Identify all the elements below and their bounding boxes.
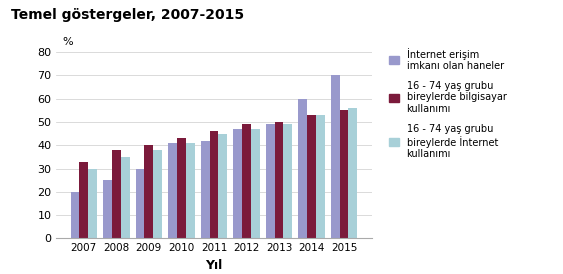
Legend: İnternet erişim
imkanı olan haneler, 16 - 74 yaş grubu
bireylerde bilgisayar
kul: İnternet erişim imkanı olan haneler, 16 … <box>389 48 507 159</box>
Bar <box>251 129 260 238</box>
Bar <box>112 150 120 238</box>
Bar <box>79 162 88 238</box>
Bar <box>218 133 227 238</box>
Bar <box>275 122 283 238</box>
Bar <box>201 141 209 238</box>
Bar <box>298 99 307 238</box>
Bar <box>266 124 275 238</box>
Bar <box>103 180 112 238</box>
Bar <box>145 145 153 238</box>
Bar <box>339 110 348 238</box>
Bar <box>283 124 292 238</box>
Bar <box>348 108 358 238</box>
Bar <box>120 157 129 238</box>
Bar <box>153 150 162 238</box>
Bar <box>209 131 218 238</box>
Bar <box>168 143 177 238</box>
Bar <box>242 124 251 238</box>
Text: Temel göstergeler, 2007-2015: Temel göstergeler, 2007-2015 <box>11 8 244 22</box>
Bar <box>331 75 339 238</box>
Bar <box>70 192 79 238</box>
Bar <box>136 169 145 238</box>
X-axis label: Yıl: Yıl <box>205 259 222 272</box>
Bar <box>88 169 97 238</box>
Bar <box>186 143 195 238</box>
Text: %: % <box>62 38 73 47</box>
Bar <box>233 129 242 238</box>
Bar <box>316 115 325 238</box>
Bar <box>307 115 316 238</box>
Bar <box>177 138 186 238</box>
